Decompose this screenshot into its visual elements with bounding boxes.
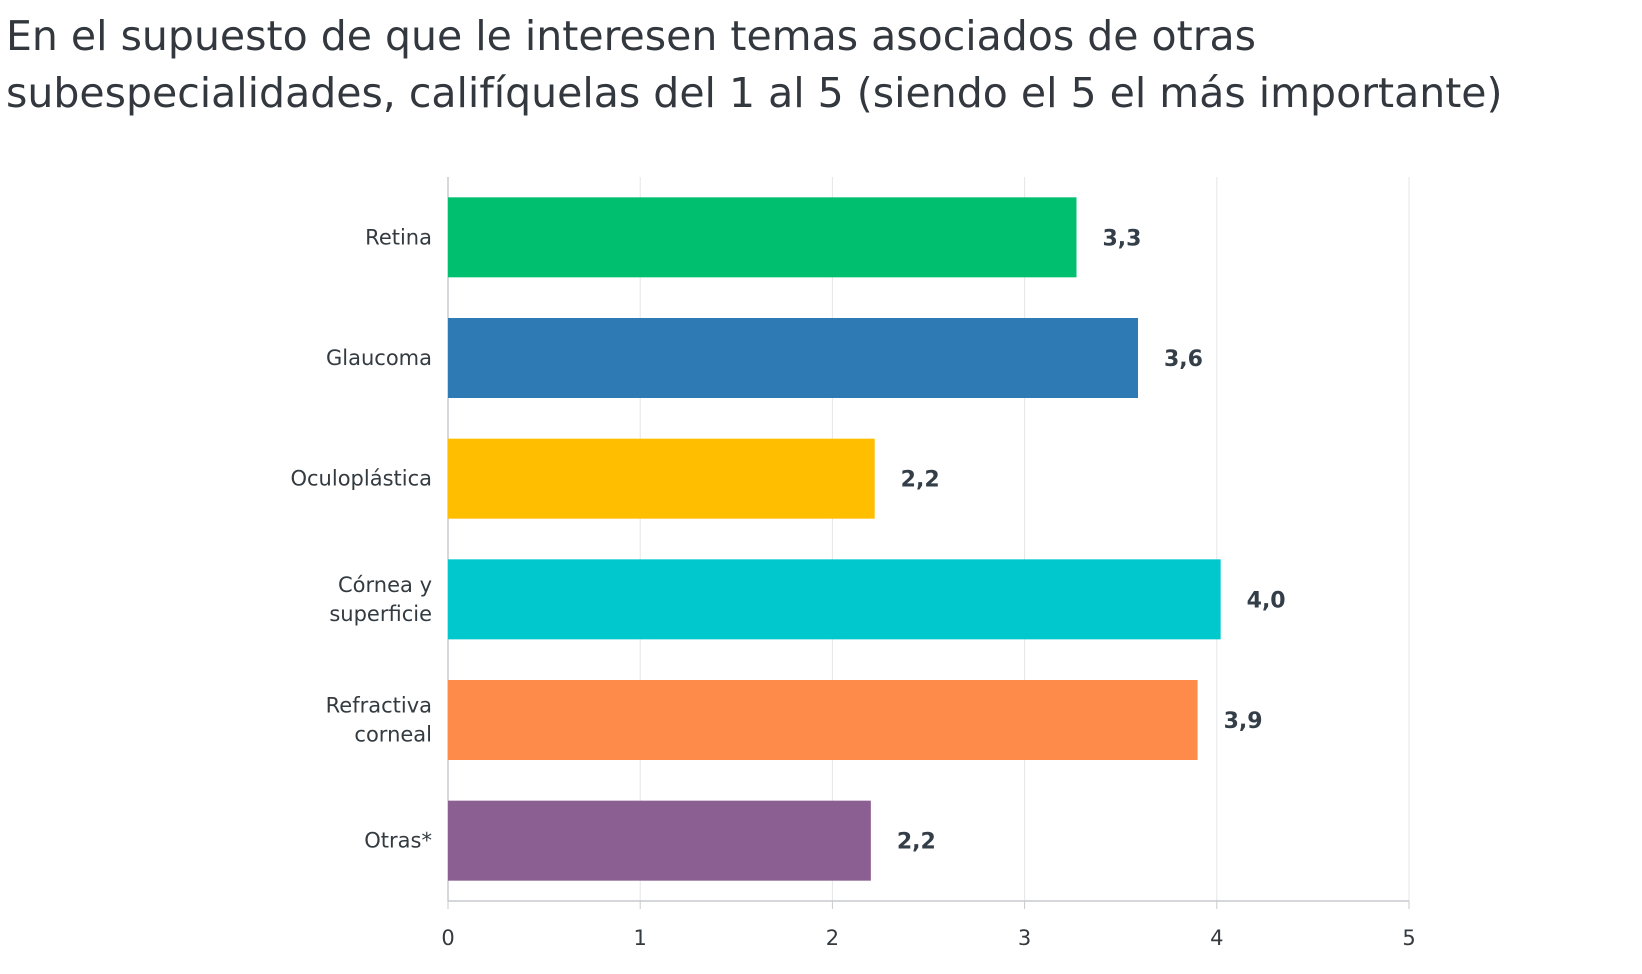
category-label: Otras* bbox=[364, 829, 432, 853]
x-tick-label: 1 bbox=[634, 926, 647, 950]
category-label: Retina bbox=[365, 225, 432, 249]
bar bbox=[448, 438, 875, 519]
category-label: Glaucoma bbox=[326, 346, 432, 370]
data-label: 2,2 bbox=[897, 830, 936, 855]
category-label: Refractiva corneal bbox=[326, 694, 432, 747]
data-label: 3,6 bbox=[1164, 347, 1203, 372]
data-label: 4,0 bbox=[1247, 588, 1286, 613]
bar bbox=[448, 318, 1138, 398]
x-tick-label: 5 bbox=[1402, 926, 1415, 950]
chart-title: En el supuesto de que le interesen temas… bbox=[6, 12, 1503, 117]
bar bbox=[448, 559, 1221, 640]
category-label: Oculoplástica bbox=[290, 467, 432, 491]
bar bbox=[448, 197, 1077, 278]
x-tick-label: 0 bbox=[441, 926, 454, 950]
bar bbox=[448, 800, 871, 881]
x-tick-label: 4 bbox=[1210, 926, 1223, 950]
data-label: 3,3 bbox=[1102, 226, 1141, 251]
data-label: 3,9 bbox=[1224, 709, 1263, 734]
category-label: Córnea y superficie bbox=[329, 573, 432, 626]
x-tick-label: 3 bbox=[1018, 926, 1031, 950]
bar bbox=[448, 680, 1198, 760]
data-label: 2,2 bbox=[901, 468, 940, 493]
x-tick-label: 2 bbox=[826, 926, 839, 950]
